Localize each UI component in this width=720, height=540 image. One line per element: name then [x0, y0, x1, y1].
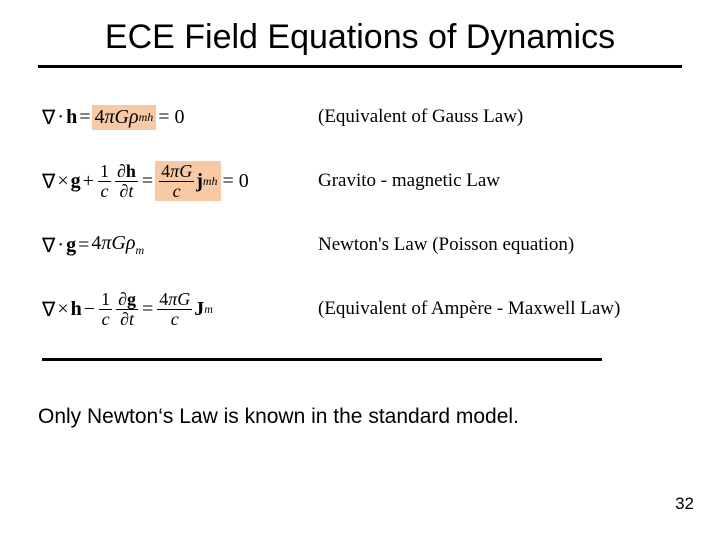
partial-icon: ∂: [117, 161, 126, 181]
equation-row: ∇ × h − 1 c ∂g ∂t = 4πG c Jm (Equ: [42, 288, 682, 330]
numerator: 4πG: [157, 290, 192, 310]
operator: ·: [57, 234, 64, 257]
nabla-icon: ∇: [42, 169, 55, 194]
equals-icon: =: [78, 234, 89, 257]
equals-icon: =: [79, 106, 90, 129]
fraction: 1 c: [98, 162, 111, 201]
subscript: m: [204, 302, 213, 317]
G-symbol: G: [115, 106, 129, 129]
subscript: mh: [139, 110, 154, 125]
nabla-icon: ∇: [42, 105, 55, 130]
numerator: 1: [98, 162, 111, 182]
operator: ×: [57, 298, 68, 321]
pi-symbol: π: [101, 232, 111, 254]
equals-zero: = 0: [223, 170, 249, 193]
nabla-icon: ∇: [42, 297, 55, 322]
equation-label: (Equivalent of Gauss Law): [318, 106, 682, 128]
fraction: ∂h ∂t: [115, 162, 138, 201]
field-symbol: h: [66, 106, 77, 129]
field-symbol: h: [126, 161, 136, 181]
rhs: 4πGρm: [91, 232, 144, 258]
numerator: ∂h: [115, 162, 138, 182]
equals-zero: = 0: [158, 106, 184, 129]
equals-icon: =: [142, 170, 153, 193]
numerator: ∂g: [116, 290, 138, 310]
denominator: c: [100, 310, 112, 329]
partial-icon: ∂: [118, 289, 127, 309]
bottom-rule: [42, 358, 602, 361]
fraction: 1 c: [99, 290, 112, 329]
equations-block: ∇ · h = 4πGρmh = 0 (Equivalent of Gauss …: [38, 68, 682, 358]
field-symbol: g: [127, 289, 136, 309]
field-symbol: g: [71, 170, 81, 193]
denominator: c: [171, 182, 183, 201]
nabla-icon: ∇: [42, 233, 55, 258]
fraction: 4πG c: [159, 162, 194, 201]
fraction: ∂g ∂t: [116, 290, 138, 329]
equation-row: ∇ · g = 4πGρm Newton's Law (Poisson equa…: [42, 224, 682, 266]
operator: ×: [57, 170, 68, 193]
denominator: ∂t: [118, 310, 136, 329]
equation-row: ∇ · h = 4πGρmh = 0 (Equivalent of Gauss …: [42, 96, 682, 138]
equation-label: (Equivalent of Ampère - Maxwell Law): [318, 298, 682, 320]
partial-icon: ∂: [120, 309, 129, 329]
denominator: c: [98, 182, 110, 201]
fraction: 4πG c: [157, 290, 192, 329]
equation-lhs: ∇ × g + 1 c ∂h ∂t = 4πG c j: [42, 161, 318, 202]
t-symbol: t: [128, 181, 133, 201]
caption-text: Only Newton‘s Law is known in the standa…: [38, 405, 682, 429]
denominator: ∂t: [117, 182, 135, 201]
t-symbol: t: [129, 309, 134, 329]
highlighted-rhs: 4πG c jmh: [155, 161, 220, 202]
slide-title: ECE Field Equations of Dynamics: [38, 18, 682, 57]
G-symbol: G: [111, 232, 125, 254]
page-number: 32: [675, 494, 694, 514]
sign: −: [84, 298, 95, 321]
highlighted-rhs: 4πGρmh: [92, 105, 156, 130]
pi-symbol: π: [104, 106, 114, 129]
field-symbol: h: [71, 298, 82, 321]
equals-icon: =: [142, 298, 153, 321]
coeff: 4: [91, 232, 101, 254]
numerator: 4πG: [159, 162, 194, 182]
subscript: m: [135, 243, 144, 257]
subscript: mh: [203, 174, 218, 189]
equation-lhs: ∇ × h − 1 c ∂g ∂t = 4πG c Jm: [42, 290, 318, 329]
coeff: 4: [94, 106, 104, 129]
operator: ·: [57, 106, 64, 129]
denominator: c: [169, 310, 181, 329]
slide: ECE Field Equations of Dynamics ∇ · h = …: [0, 0, 720, 540]
field-symbol: g: [66, 234, 76, 257]
j-symbol: j: [196, 170, 203, 193]
rho-symbol: ρ: [126, 232, 136, 254]
sign: +: [83, 170, 94, 193]
equation-label: Newton's Law (Poisson equation): [318, 234, 682, 256]
equation-lhs: ∇ · g = 4πGρm: [42, 232, 318, 258]
J-symbol: J: [194, 298, 204, 321]
equation-row: ∇ × g + 1 c ∂h ∂t = 4πG c j: [42, 160, 682, 202]
equation-label: Gravito - magnetic Law: [318, 170, 682, 192]
numerator: 1: [99, 290, 112, 310]
equation-lhs: ∇ · h = 4πGρmh = 0: [42, 105, 318, 130]
rho-symbol: ρ: [129, 106, 139, 129]
